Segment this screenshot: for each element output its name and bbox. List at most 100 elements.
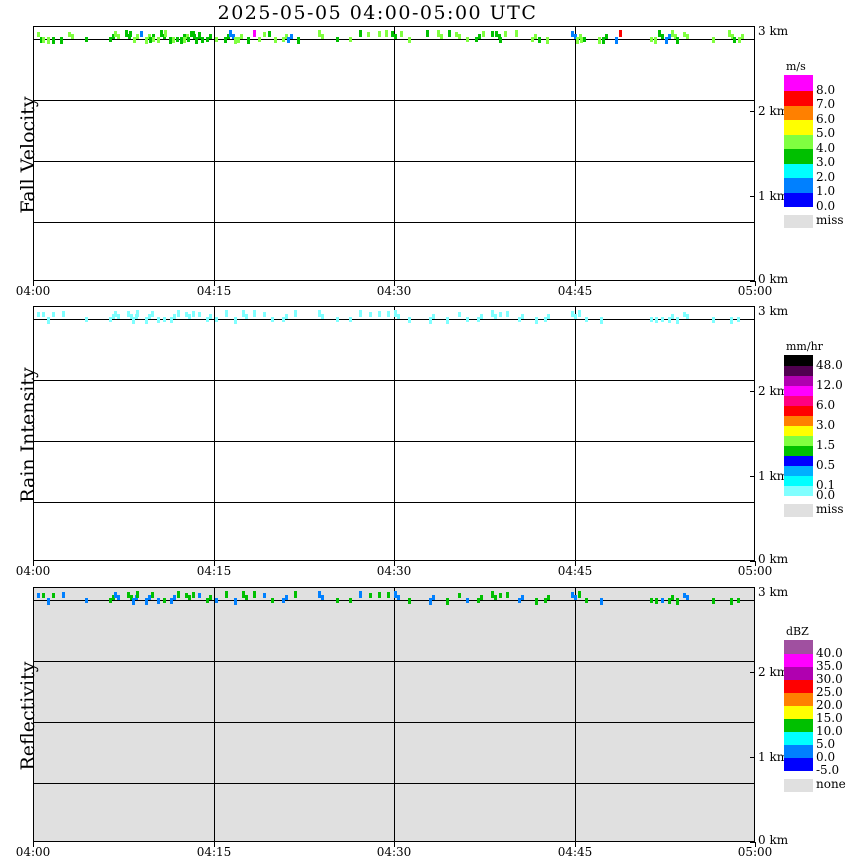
- x-tick-mark: [394, 561, 395, 566]
- y-tick-mark: [750, 306, 755, 307]
- data-cell: [349, 37, 352, 42]
- x-tick-label: 04:15: [196, 284, 232, 298]
- data-cell: [117, 595, 120, 600]
- data-cell: [130, 595, 133, 600]
- data-cell: [429, 598, 432, 605]
- data-cell: [578, 591, 581, 598]
- data-cell: [62, 592, 65, 598]
- data-cell: [215, 598, 218, 603]
- data-cell: [480, 595, 483, 600]
- x-tick-mark: [755, 561, 756, 566]
- y-tick-mark: [750, 587, 755, 588]
- colorbar-missing-label: miss: [816, 213, 844, 227]
- x-tick-mark: [394, 842, 395, 847]
- colorbar-band: [784, 744, 813, 758]
- data-cell: [658, 30, 661, 37]
- data-cell: [426, 30, 429, 37]
- data-cell: [274, 37, 277, 43]
- y-tick-label: 1 km: [758, 750, 789, 764]
- x-tick-label: 04:15: [196, 845, 232, 859]
- data-cell: [730, 598, 733, 605]
- data-cell: [668, 317, 671, 323]
- data-cell: [186, 34, 189, 39]
- colorbar-band: [784, 640, 813, 654]
- y-tick-label: 1 km: [758, 469, 789, 483]
- data-cell: [234, 598, 237, 605]
- data-cell: [665, 37, 668, 44]
- data-cell: [285, 34, 288, 39]
- data-cell: [234, 37, 237, 44]
- data-cell: [378, 592, 381, 598]
- data-cell: [387, 311, 390, 317]
- data-cell: [60, 37, 63, 44]
- data-cell: [602, 37, 605, 44]
- data-cell: [712, 37, 715, 43]
- data-cell: [136, 34, 139, 39]
- data-cell: [583, 37, 586, 42]
- data-cell: [157, 598, 160, 604]
- colorbar-band: [784, 475, 813, 486]
- data-cell: [446, 598, 449, 605]
- data-cell: [359, 591, 362, 598]
- axis-title-fall-velocity: Fall Velocity: [17, 96, 39, 214]
- data-cell: [285, 314, 288, 319]
- data-cell: [206, 598, 209, 603]
- data-cell: [112, 34, 115, 39]
- x-tick-mark: [214, 561, 215, 566]
- gridline-vertical: [214, 587, 215, 842]
- data-cell: [498, 34, 501, 39]
- data-cell: [206, 37, 209, 42]
- data-cell: [195, 37, 198, 44]
- data-cell: [151, 592, 154, 598]
- data-cell: [169, 37, 172, 44]
- data-cell: [68, 32, 71, 37]
- data-cell: [600, 598, 603, 605]
- data-cell: [686, 314, 689, 319]
- data-cell: [359, 30, 362, 37]
- data-cell: [148, 34, 151, 39]
- data-cell: [458, 593, 461, 598]
- data-cell: [733, 37, 736, 43]
- data-cell: [432, 595, 435, 600]
- data-cell: [47, 598, 50, 605]
- data-cell: [385, 30, 388, 37]
- data-cell: [132, 598, 135, 605]
- data-cell: [173, 314, 176, 319]
- colorbar-band: [784, 118, 813, 135]
- x-tick-label: 04:00: [15, 284, 51, 298]
- colorbar-band: [784, 365, 813, 376]
- data-cell: [571, 592, 574, 598]
- data-cell: [499, 593, 502, 598]
- data-cell: [258, 37, 261, 42]
- data-cell: [157, 37, 160, 43]
- colorbar-tick-label: 8.0: [816, 83, 836, 97]
- data-cell: [615, 37, 618, 44]
- y-tick-label: 3 km: [758, 24, 789, 38]
- data-cell: [192, 31, 195, 37]
- data-cell: [336, 37, 339, 42]
- data-cell: [242, 310, 245, 317]
- colorbar-tick-label: 48.0: [816, 358, 843, 372]
- data-cell: [654, 37, 657, 44]
- data-cell: [198, 312, 201, 317]
- data-cell: [180, 37, 183, 44]
- colorbar-tick-label: 10.0: [816, 724, 843, 738]
- gridline-vertical: [214, 306, 215, 561]
- data-cell: [227, 34, 230, 39]
- data-cell: [580, 37, 583, 43]
- data-cell: [240, 34, 243, 39]
- data-cell: [245, 314, 248, 319]
- colorbar-band: [784, 176, 813, 193]
- x-tick-label: 04:45: [557, 845, 593, 859]
- data-cell: [546, 37, 549, 44]
- x-tick-label: 04:15: [196, 564, 232, 578]
- colorbar-band: [784, 133, 813, 149]
- y-tick-mark: [750, 561, 755, 562]
- x-tick-mark: [214, 281, 215, 286]
- data-cell: [117, 314, 120, 319]
- data-cell: [676, 598, 679, 605]
- data-cell: [109, 598, 112, 603]
- data-cell: [145, 317, 148, 324]
- data-cell: [282, 598, 285, 603]
